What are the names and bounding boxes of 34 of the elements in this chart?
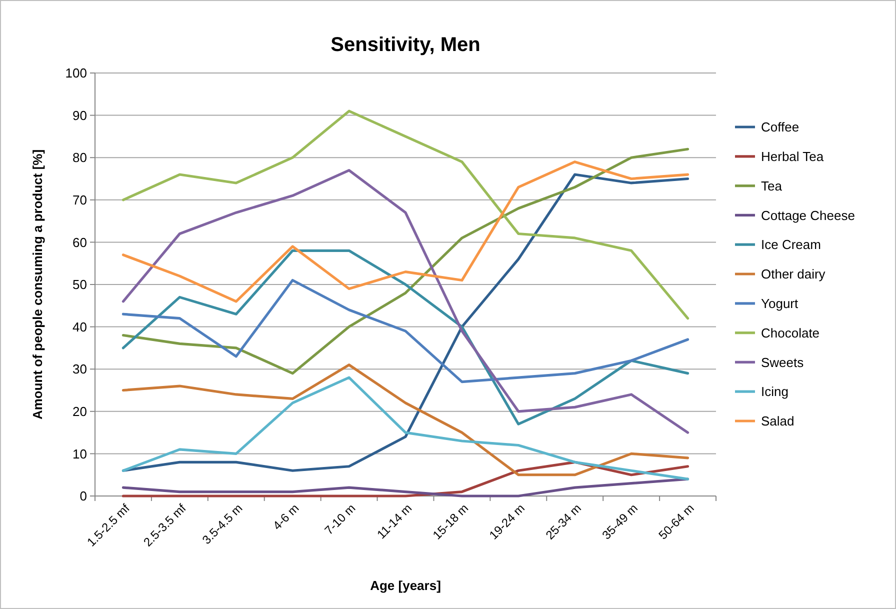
legend-label: Yogurt	[761, 296, 798, 311]
y-tick-label: 0	[80, 488, 87, 504]
y-tick-label: 50	[72, 277, 87, 292]
y-tick-label: 60	[72, 234, 87, 250]
y-tick-label: 90	[72, 108, 87, 123]
y-tick-label: 20	[72, 404, 87, 419]
line-series	[122, 460, 690, 498]
y-tick-label: 70	[72, 192, 87, 208]
y-tick-label: 10	[72, 446, 87, 462]
legend-label: Tea	[761, 178, 783, 194]
line-series	[122, 110, 690, 320]
y-axis-title: Amount of people consuming a product [%]	[30, 149, 45, 420]
legend-label: Chocolate	[761, 325, 820, 340]
y-tick-label: 30	[72, 362, 87, 377]
legend-label: Ice Cream	[761, 237, 821, 252]
legend-label: Icing	[761, 384, 788, 400]
line-series	[122, 278, 690, 384]
line-series	[122, 478, 690, 498]
line-series	[122, 160, 690, 303]
x-tick-label: 4-6 m	[270, 501, 302, 533]
y-tick-label: 80	[72, 150, 87, 166]
x-tick-label: 7-10 m	[322, 501, 358, 538]
y-tick-label: 100	[65, 66, 87, 81]
y-tick-label: 40	[72, 319, 87, 334]
legend-label: Salad	[761, 414, 794, 429]
line-series	[122, 148, 690, 375]
legend-label: Cottage Cheese	[761, 208, 855, 223]
x-axis-title: Age [years]	[370, 578, 441, 593]
legend-label: Coffee	[761, 120, 800, 135]
legend-label: Herbal Tea	[761, 148, 824, 164]
chart-title: Sensitivity, Men	[330, 34, 480, 56]
legend-label: Other dairy	[761, 266, 826, 282]
legend-label: Sweets	[761, 354, 804, 370]
line-series	[122, 249, 690, 426]
